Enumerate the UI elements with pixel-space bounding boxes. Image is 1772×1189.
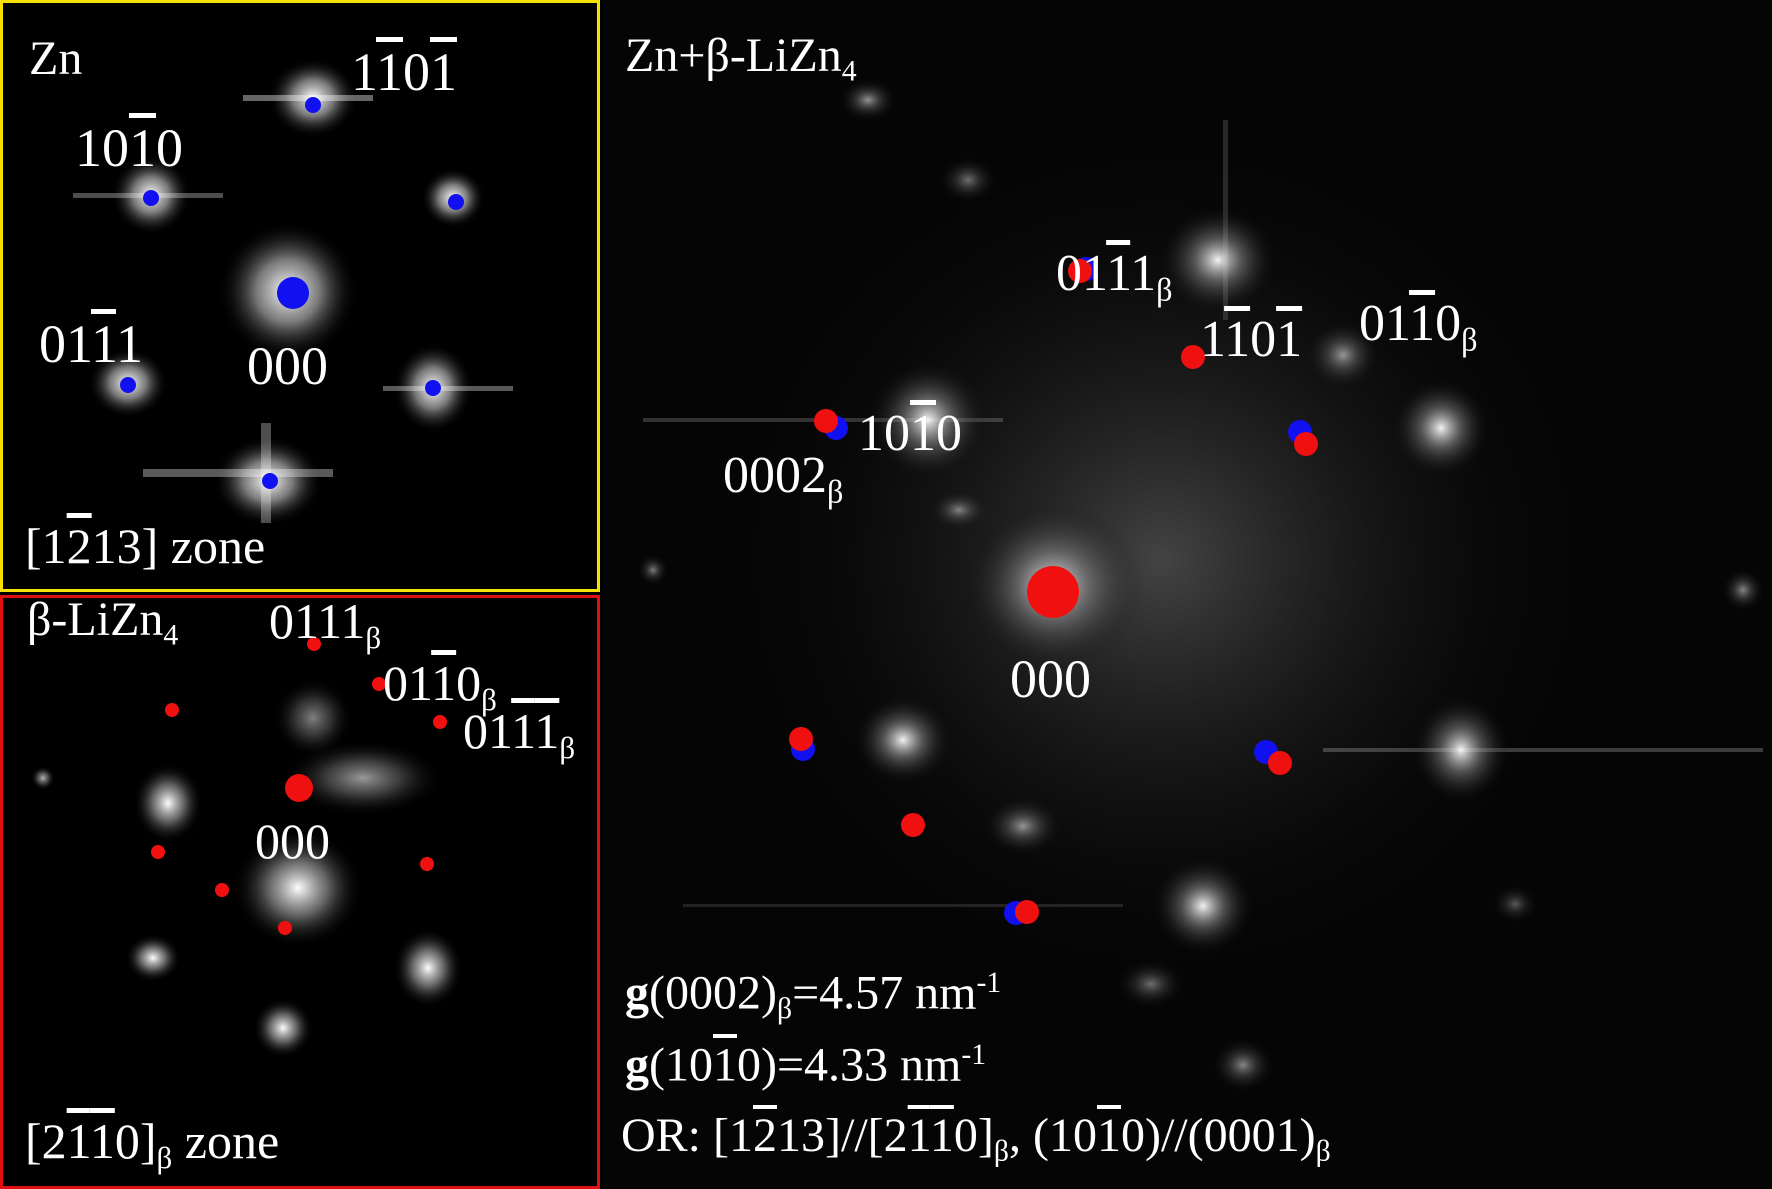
lizn4-origin-label: 000 (255, 813, 330, 869)
lizn4-bright-reflections (31, 678, 463, 1058)
g-vector-zn-note: g(1010)=4.33 nm-1 (625, 1038, 987, 1092)
zn-diffraction-panel: Zn 1101 1010 0111 000 [1213] zone (0, 0, 600, 592)
combined-diffraction-pattern (637, 78, 1765, 1093)
zn-panel-title: Zn (29, 32, 83, 85)
g-vector-lizn4-note: g(0002)β=4.57 nm-1 (625, 966, 1002, 1025)
lizn4-panel-title: β-LiZn4 (27, 595, 179, 652)
zn-diffraction-pattern (73, 58, 513, 526)
lizn4-spot-label-3: 0111β (463, 703, 576, 765)
lizn4-spot-label-2: 0110β (383, 655, 497, 717)
lizn4-spot-markers (151, 637, 447, 935)
zn-spot-label-2: 1010 (75, 118, 183, 178)
lizn4-diffraction-panel: β-LiZn4 0111β 0110β 0111β 000 [2110]β zo… (0, 595, 600, 1189)
zn-spot-markers (120, 97, 464, 489)
zn-spot-label-3: 0111 (39, 314, 143, 374)
lizn4-reflection-markers (789, 259, 1318, 924)
orientation-relationship-note: OR: [1213]//[2110]β, (1010)//(0001)β (621, 1109, 1331, 1168)
combined-spot-label-d: 1010 (858, 405, 962, 462)
combined-spot-label-c: 0110β (1359, 295, 1478, 358)
lizn4-diffraction-pattern (31, 637, 463, 1058)
combined-diffraction-panel: Zn+β-LiZn4 0111β 1101 0110β 1010 0002β 0… (603, 0, 1772, 1189)
zn-origin-label: 000 (247, 336, 328, 396)
zn-zone-axis-label: [1213] zone (25, 518, 266, 574)
combined-spot-label-b: 1101 (1200, 311, 1303, 368)
combined-background-haze (723, 130, 1603, 990)
combined-bright-reflections (637, 78, 1765, 1093)
combined-panel-title: Zn+β-LiZn4 (625, 29, 857, 88)
combined-origin-label: 000 (1010, 649, 1091, 709)
combined-spot-label-e: 0002β (723, 447, 844, 510)
lizn4-spot-label-1: 0111β (269, 595, 382, 655)
zn-spot-label-1: 1101 (351, 42, 457, 102)
combined-spot-label-a: 0111β (1056, 245, 1173, 308)
lizn4-zone-axis-label: [2110]β zone (25, 1113, 280, 1175)
